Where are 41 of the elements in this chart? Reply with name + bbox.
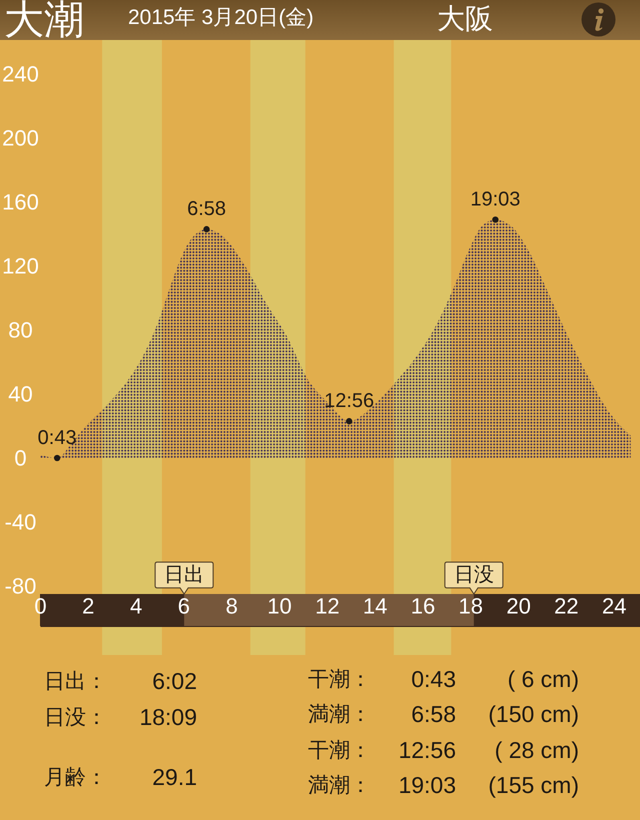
y-tick-label: -80 — [4, 574, 36, 598]
y-tick-label: 200 — [2, 126, 39, 150]
point — [346, 418, 352, 424]
annotation: 日出 — [164, 562, 204, 586]
y-tick-label: 160 — [2, 190, 39, 214]
y-tick-label: 0 — [14, 446, 27, 470]
annotation: 日没 — [454, 562, 494, 586]
x-tick-label: 12 — [315, 594, 340, 618]
y-tick-label: -40 — [4, 510, 36, 534]
y-tick-label: 80 — [8, 318, 33, 342]
point — [54, 454, 60, 462]
text: 干潮： 0:43 ( 6 cm) — [308, 666, 579, 692]
y-tick-label: 240 — [2, 62, 39, 86]
x-tick-label: 24 — [602, 594, 626, 618]
point — [203, 226, 210, 232]
text: 満潮： 6:58 (150 cm) — [308, 701, 579, 727]
x-tick-label: 2 — [82, 594, 94, 618]
x-tick-label: 6 — [178, 594, 190, 618]
x-tick-label: 18 — [458, 594, 484, 618]
text: 干潮： 12:56 ( 28 cm) — [308, 737, 579, 763]
x-tick-label: 22 — [554, 594, 579, 618]
annotation: 19:03 — [470, 188, 520, 211]
annotation: 0:43 — [38, 427, 77, 449]
text: 月齢： 29.1 — [44, 764, 197, 790]
text: 大阪 — [437, 2, 493, 36]
x-tick-label: 14 — [362, 594, 388, 618]
x-tick-label: 20 — [506, 594, 531, 618]
annotation: 12:56 — [324, 390, 374, 412]
y-tick-label: 40 — [8, 382, 33, 406]
text: 日没： 18:09 — [44, 704, 197, 730]
point — [492, 216, 499, 223]
y-tick-label: 120 — [2, 254, 39, 278]
x-tick-label: 16 — [410, 594, 436, 618]
text: 日出： 6:02 — [44, 668, 197, 694]
x-tick-label: 8 — [226, 594, 238, 618]
text: 満潮： 19:03 (155 cm) — [308, 772, 579, 798]
x-tick-label: 4 — [130, 594, 142, 618]
x-tick-label: 10 — [267, 594, 292, 618]
chart-subtitle: 2015年 3月20日(金) — [128, 5, 314, 31]
annotation: 6:58 — [187, 198, 226, 220]
chart-title: 大潮 — [4, 0, 84, 43]
